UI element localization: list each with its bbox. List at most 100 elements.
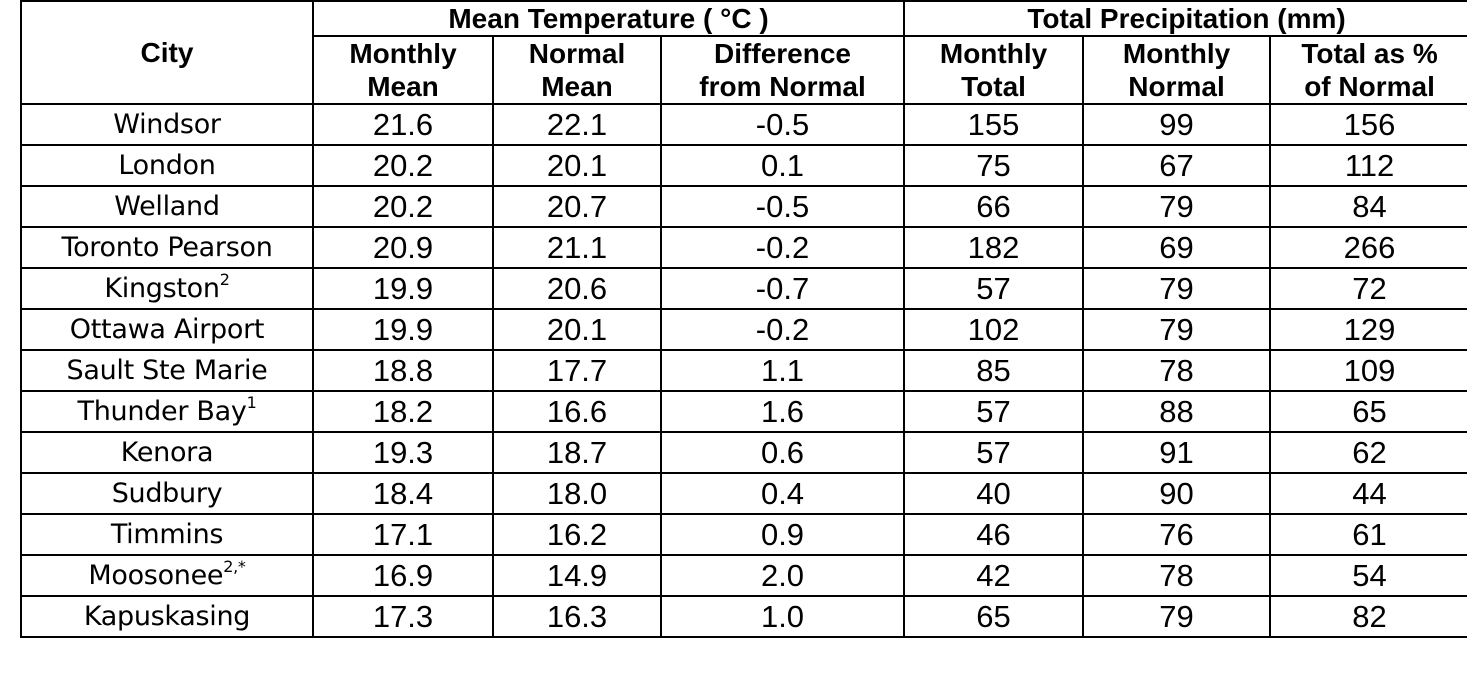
monthly-mean-cell: 18.4 (312, 472, 494, 515)
monthly-normal-cell: 79 (1082, 308, 1272, 351)
header-line: Monthly (349, 38, 457, 69)
city-cell: Windsor (20, 103, 314, 146)
percent-of-normal-cell: 84 (1269, 185, 1467, 228)
percent-of-normal-cell: 61 (1269, 513, 1467, 556)
difference-cell: 0.1 (659, 144, 906, 187)
monthly-mean-cell: 19.3 (312, 431, 494, 474)
percent-of-normal-cell: 65 (1269, 390, 1467, 433)
normal-mean-cell: 18.7 (492, 431, 662, 474)
monthly-mean-cell: 21.6 (312, 103, 494, 146)
table-row: Kingston2 19.9 20.6 -0.7 57 79 72 (20, 267, 1467, 310)
percent-of-normal-cell: 266 (1269, 226, 1467, 269)
percent-of-normal-cell: 129 (1269, 308, 1467, 351)
table-row: Kenora 19.3 18.7 0.6 57 91 62 (20, 431, 1467, 474)
monthly-mean-cell: 19.9 (312, 267, 494, 310)
normal-mean-cell: 16.3 (492, 595, 662, 638)
table-row: Timmins 17.1 16.2 0.9 46 76 61 (20, 513, 1467, 556)
table-row: London 20.2 20.1 0.1 75 67 112 (20, 144, 1467, 187)
weather-summary-table: City Mean Temperature ( °C ) Total Preci… (20, 0, 1467, 638)
normal-mean-cell: 20.7 (492, 185, 662, 228)
normal-mean-cell: 16.6 (492, 390, 662, 433)
monthly-normal-cell: 79 (1082, 185, 1272, 228)
monthly-normal-cell: 76 (1082, 513, 1272, 556)
monthly-total-cell: 85 (903, 349, 1085, 392)
normal-mean-cell: 16.2 (492, 513, 662, 556)
monthly-normal-cell: 78 (1082, 349, 1272, 392)
footnote-marker: 2,* (223, 556, 246, 576)
monthly-mean-cell: 17.1 (312, 513, 494, 556)
monthly-normal-cell: 90 (1082, 472, 1272, 515)
total-percent-of-normal-header: Total as % of Normal (1269, 35, 1467, 105)
difference-cell: 1.6 (659, 390, 906, 433)
monthly-normal-cell: 91 (1082, 431, 1272, 474)
monthly-mean-cell: 20.9 (312, 226, 494, 269)
city-name: London (118, 149, 216, 181)
monthly-normal-cell: 67 (1082, 144, 1272, 187)
table-row: Thunder Bay1 18.2 16.6 1.6 57 88 65 (20, 390, 1467, 433)
monthly-mean-cell: 18.2 (312, 390, 494, 433)
difference-cell: 0.6 (659, 431, 906, 474)
city-cell: Sudbury (20, 472, 314, 515)
city-name: Kingston (104, 272, 220, 304)
difference-cell: 2.0 (659, 554, 906, 597)
difference-cell: 0.9 (659, 513, 906, 556)
header-line: of Normal (1304, 71, 1435, 102)
table-row: Toronto Pearson 20.9 21.1 -0.2 182 69 266 (20, 226, 1467, 269)
table-row: Sault Ste Marie 18.8 17.7 1.1 85 78 109 (20, 349, 1467, 392)
city-cell: Welland (20, 185, 314, 228)
monthly-mean-cell: 20.2 (312, 144, 494, 187)
percent-of-normal-cell: 72 (1269, 267, 1467, 310)
monthly-normal-cell: 79 (1082, 595, 1272, 638)
footnote-marker: 1 (246, 392, 257, 412)
monthly-mean-cell: 17.3 (312, 595, 494, 638)
header-line: Mean (541, 71, 613, 102)
city-name: Timmins (110, 518, 224, 550)
header-line: Normal (1128, 71, 1225, 102)
city-name: Windsor (113, 108, 221, 140)
city-cell: Kenora (20, 431, 314, 474)
city-name: Kapuskasing (83, 600, 251, 632)
difference-cell: 0.4 (659, 472, 906, 515)
difference-cell: -0.2 (659, 308, 906, 351)
percent-of-normal-cell: 82 (1269, 595, 1467, 638)
city-cell: Kingston2 (20, 267, 314, 310)
header-line: Mean (367, 71, 439, 102)
monthly-total-cell: 57 (903, 267, 1085, 310)
header-line: Monthly (939, 38, 1048, 69)
table-row: Ottawa Airport 19.9 20.1 -0.2 102 79 129 (20, 308, 1467, 351)
normal-mean-header: Normal Mean (492, 35, 662, 105)
city-cell: Timmins (20, 513, 314, 556)
header-line: Difference (714, 38, 851, 69)
monthly-total-cell: 65 (903, 595, 1085, 638)
percent-of-normal-cell: 62 (1269, 431, 1467, 474)
table-row: Welland 20.2 20.7 -0.5 66 79 84 (20, 185, 1467, 228)
normal-mean-cell: 20.1 (492, 308, 662, 351)
header-line: Normal (528, 38, 626, 69)
normal-mean-cell: 20.1 (492, 144, 662, 187)
monthly-total-cell: 75 (903, 144, 1085, 187)
monthly-normal-cell: 78 (1082, 554, 1272, 597)
city-cell: Moosonee2,* (20, 554, 314, 597)
percent-of-normal-cell: 156 (1269, 103, 1467, 146)
city-cell: Toronto Pearson (20, 226, 314, 269)
percent-of-normal-cell: 44 (1269, 472, 1467, 515)
header-line: from Normal (699, 71, 866, 102)
monthly-normal-cell: 79 (1082, 267, 1272, 310)
header-line: Total (961, 71, 1026, 102)
city-name: Ottawa Airport (69, 313, 265, 345)
city-cell: London (20, 144, 314, 187)
monthly-total-cell: 182 (903, 226, 1085, 269)
normal-mean-cell: 22.1 (492, 103, 662, 146)
total-precipitation-header: Total Precipitation (mm) (903, 0, 1467, 37)
city-name: Thunder Bay (77, 395, 247, 427)
city-cell: Ottawa Airport (20, 308, 314, 351)
monthly-mean-cell: 20.2 (312, 185, 494, 228)
difference-cell: -0.5 (659, 185, 906, 228)
percent-of-normal-cell: 109 (1269, 349, 1467, 392)
percent-of-normal-cell: 54 (1269, 554, 1467, 597)
monthly-total-cell: 46 (903, 513, 1085, 556)
difference-cell: -0.7 (659, 267, 906, 310)
city-name: Moosonee (88, 559, 224, 591)
monthly-total-cell: 40 (903, 472, 1085, 515)
monthly-normal-cell: 88 (1082, 390, 1272, 433)
